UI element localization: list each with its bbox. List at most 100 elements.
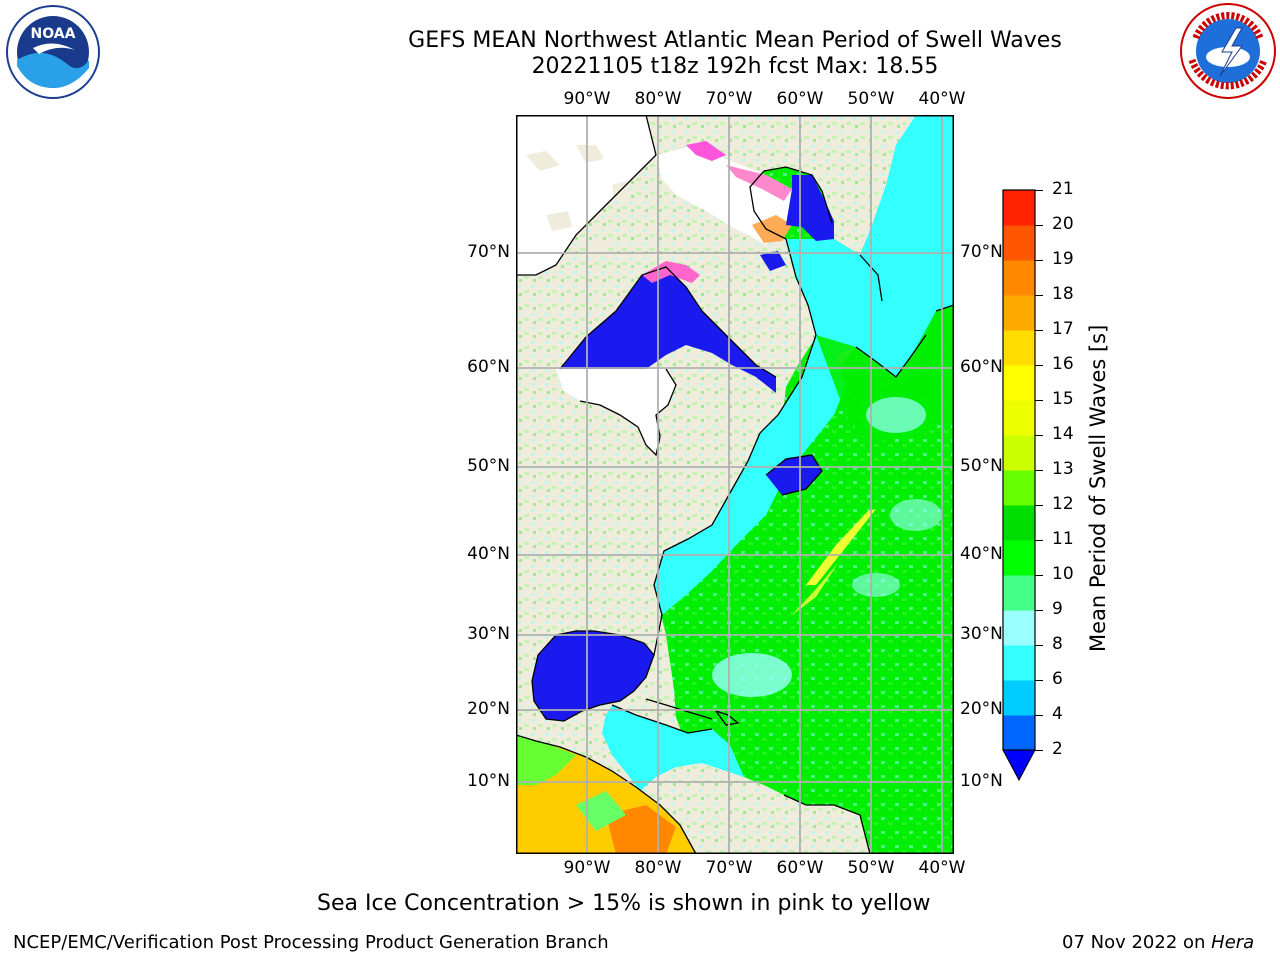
colorbar-tick-mark [1035, 225, 1043, 226]
colorbar-segment [1003, 225, 1035, 261]
labrador-sea-field [786, 115, 954, 377]
colorbar-segment [1003, 540, 1035, 576]
colorbar-tick-label: 10 [1052, 564, 1074, 584]
colorbar-tick-label: 12 [1052, 494, 1074, 514]
yellow-swell-streak [806, 509, 876, 585]
colorbar-tick-mark [1035, 365, 1043, 366]
noaa-logo-text: NOAA [31, 26, 76, 42]
lat-label-right-40n: 40°N [960, 544, 1003, 564]
colorbar-tick-mark [1035, 680, 1043, 681]
colorbar-tick-label: 2 [1052, 739, 1063, 759]
colorbar-segment [1003, 645, 1035, 681]
lat-label-left-40n: 40°N [467, 544, 510, 564]
colorbar-tick-mark [1035, 715, 1043, 716]
lon-label-bottom-50w: 50°W [847, 858, 895, 878]
map-frame [516, 115, 954, 854]
colorbar-tick-mark [1035, 400, 1043, 401]
footer-credit: NCEP/EMC/Verification Post Processing Pr… [13, 932, 609, 953]
colorbar-tick-mark [1035, 435, 1043, 436]
lon-label-top-60w: 60°W [776, 89, 824, 109]
hudson-bay-field [560, 267, 776, 393]
lat-label-left-50n: 50°N [467, 456, 510, 476]
colorbar-tick-label: 11 [1052, 529, 1074, 549]
coastlines [516, 115, 954, 854]
colorbar-tick-mark [1035, 190, 1043, 191]
coastal-cyan-band [654, 335, 846, 615]
graticule [516, 115, 954, 854]
colorbar-title: Mean Period of Swell Waves [s] [1086, 324, 1110, 652]
ocean-map [516, 115, 954, 854]
colorbar-tick-label: 21 [1052, 179, 1074, 199]
colorbar-segment [1003, 610, 1035, 646]
colorbar-tick-label: 4 [1052, 704, 1063, 724]
lon-label-bottom-60w: 60°W [776, 858, 824, 878]
sea-ice-baffin [656, 145, 792, 245]
map-title: GEFS MEAN Northwest Atlantic Mean Period… [408, 28, 1062, 53]
lat-label-left-20n: 20°N [467, 699, 510, 719]
colorbar-tick-mark [1035, 260, 1043, 261]
colorbar-tick-label: 8 [1052, 634, 1063, 654]
lon-label-bottom-80w: 80°W [634, 858, 682, 878]
caribbean-sea-field [602, 705, 744, 791]
noaa-logo: NOAA [3, 4, 103, 100]
lat-label-right-70n: 70°N [960, 242, 1003, 262]
colorbar-segment [1003, 505, 1035, 541]
lat-label-left-30n: 30°N [467, 624, 510, 644]
colorbar-tick-label: 18 [1052, 284, 1074, 304]
colorbar-segment [1003, 435, 1035, 471]
colorbar-tick-label: 9 [1052, 599, 1063, 619]
lon-label-top-80w: 80°W [634, 89, 682, 109]
colorbar-tick-mark [1035, 330, 1043, 331]
colorbar-segment [1003, 470, 1035, 506]
colorbar-tick-label: 20 [1052, 214, 1074, 234]
colorbar-segment [1003, 330, 1035, 366]
colorbar-segment [1003, 680, 1035, 716]
colorbar-tick-label: 15 [1052, 389, 1074, 409]
lon-label-bottom-40w: 40°W [918, 858, 966, 878]
hudson-bay-south-nodata [556, 369, 676, 455]
lat-label-right-30n: 30°N [960, 624, 1003, 644]
colorbar-tick-label: 17 [1052, 319, 1074, 339]
map-subtitle: 20221105 t18z 192h fcst Max: 18.55 [531, 54, 939, 79]
lon-label-top-70w: 70°W [705, 89, 753, 109]
colorbar-tick-label: 13 [1052, 459, 1074, 479]
footer-date-text: 07 Nov 2022 on [1062, 932, 1206, 953]
lon-label-top-50w: 50°W [847, 89, 895, 109]
colorbar-tick-label: 16 [1052, 354, 1074, 374]
lat-label-right-10n: 10°N [960, 771, 1003, 791]
lon-label-top-90w: 90°W [563, 89, 611, 109]
colorbar-tick-mark [1035, 610, 1043, 611]
colorbar-segment [1003, 295, 1035, 331]
colorbar-segment [1003, 575, 1035, 611]
lat-label-left-70n: 70°N [467, 242, 510, 262]
colorbar-segment [1003, 400, 1035, 436]
lon-label-top-40w: 40°W [918, 89, 966, 109]
colorbar-tick-mark [1035, 540, 1043, 541]
lat-label-left-60n: 60°N [467, 357, 510, 377]
colorbar-tick-label: 19 [1052, 249, 1074, 269]
colorbar-tick-mark [1035, 750, 1043, 751]
national-weather-service-logo [1178, 2, 1278, 100]
colorbar [1002, 189, 1036, 782]
footer-date: 07 Nov 2022 on Hera [1062, 932, 1254, 953]
lat-label-right-50n: 50°N [960, 456, 1003, 476]
colorbar-segment [1003, 715, 1035, 751]
colorbar-tick-mark [1035, 470, 1043, 471]
colorbar-tick-label: 6 [1052, 669, 1063, 689]
sea-ice-caption: Sea Ice Concentration > 15% is shown in … [317, 891, 931, 916]
footer-machine: Hera [1211, 932, 1255, 953]
colorbar-segment [1003, 260, 1035, 296]
colorbar-segment [1003, 365, 1035, 401]
colorbar-tick-mark [1035, 505, 1043, 506]
colorbar-tick-label: 14 [1052, 424, 1074, 444]
colorbar-tick-mark [1035, 295, 1043, 296]
colorbar-extend-below [1002, 749, 1036, 782]
lat-label-right-20n: 20°N [960, 699, 1003, 719]
colorbar-tick-mark [1035, 575, 1043, 576]
lon-label-bottom-70w: 70°W [705, 858, 753, 878]
sea-ice-arctic [516, 115, 656, 275]
colorbar-segment [1003, 190, 1035, 226]
lat-label-left-10n: 10°N [467, 771, 510, 791]
lon-label-bottom-90w: 90°W [563, 858, 611, 878]
colorbar-tick-mark [1035, 645, 1043, 646]
